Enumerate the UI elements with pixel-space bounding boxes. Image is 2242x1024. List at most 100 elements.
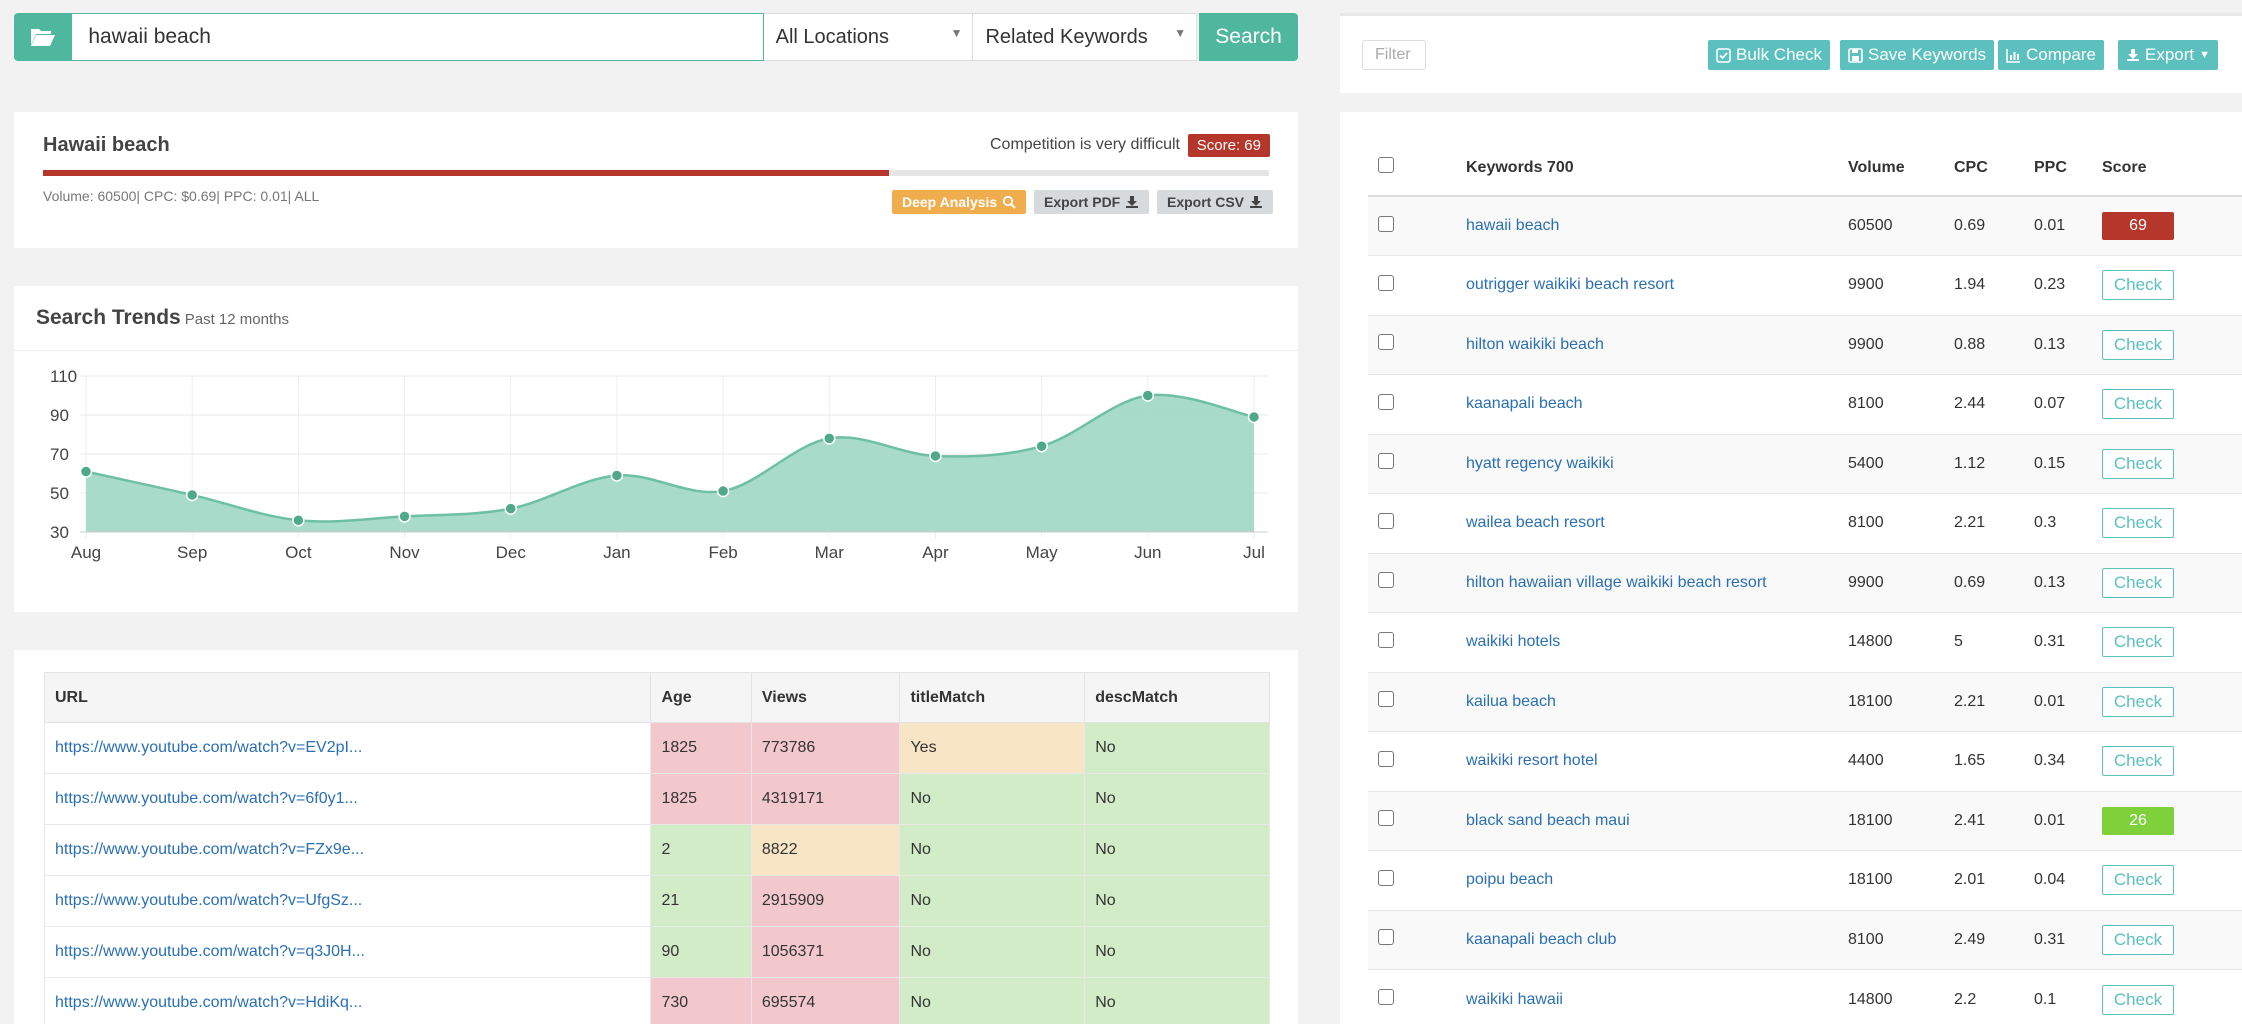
check-button[interactable]: Check xyxy=(2102,865,2174,896)
keyword-cpc: 2.01 xyxy=(1954,850,2034,910)
keyword-link[interactable]: outrigger waikiki beach resort xyxy=(1466,255,1848,315)
keywords-table: Keywords 700 Volume CPC PPC Score hawaii… xyxy=(1368,140,2242,1024)
search-button[interactable]: Search xyxy=(1199,13,1298,61)
check-button[interactable]: Check xyxy=(2102,686,2174,717)
keyword-link[interactable]: hyatt regency waikiki xyxy=(1466,433,1848,494)
keyword-row: waikiki hawaii 14800 2.2 0.1 Check xyxy=(1368,969,2242,1024)
row-checkbox[interactable] xyxy=(1378,750,1394,767)
caret-down-icon: ▼ xyxy=(1174,26,1187,40)
col-ppc[interactable]: PPC xyxy=(2034,140,2102,197)
check-button[interactable]: Check xyxy=(2102,627,2174,658)
folder-open-icon[interactable] xyxy=(14,13,72,61)
result-url-link[interactable]: https://www.youtube.com/watch?v=UfgSz... xyxy=(43,875,652,927)
row-checkbox[interactable] xyxy=(1378,393,1394,410)
keyword-row: hilton hawaiian village waikiki beach re… xyxy=(1368,552,2242,613)
row-select-cell xyxy=(1368,195,1466,256)
bulk-check-button[interactable]: Bulk Check xyxy=(1708,40,1830,70)
download-icon xyxy=(1126,196,1139,208)
row-checkbox[interactable] xyxy=(1378,631,1394,648)
keyword-score-cell: Check xyxy=(2102,255,2242,315)
col-keyword[interactable]: Keywords 700 xyxy=(1466,140,1848,197)
check-button[interactable]: Check xyxy=(2102,924,2174,955)
col-age[interactable]: Age xyxy=(650,672,752,723)
select-all-cell xyxy=(1368,140,1466,197)
x-tick-label: Mar xyxy=(815,543,845,562)
keyword-score-cell: Check xyxy=(2102,731,2242,791)
table-row: https://www.youtube.com/watch?v=FZx9e...… xyxy=(43,824,1270,876)
competition-text: Competition is very difficult xyxy=(990,136,1180,153)
row-checkbox[interactable] xyxy=(1378,869,1394,886)
x-tick-label: Aug xyxy=(71,543,101,562)
col-url[interactable]: URL xyxy=(43,672,652,723)
keyword-volume: 9900 xyxy=(1848,552,1954,613)
result-url-link[interactable]: https://www.youtube.com/watch?v=EV2pI... xyxy=(43,722,652,774)
keyword-link[interactable]: poipu beach xyxy=(1466,850,1848,910)
keyword-ppc: 0.31 xyxy=(2034,612,2102,672)
check-button[interactable]: Check xyxy=(2102,329,2174,360)
row-checkbox[interactable] xyxy=(1378,274,1394,291)
row-checkbox[interactable] xyxy=(1378,215,1394,232)
compare-button[interactable]: Compare xyxy=(1998,40,2104,70)
result-desc-match: No xyxy=(1084,722,1270,774)
col-score[interactable]: Score xyxy=(2102,140,2242,197)
deep-analysis-button[interactable]: Deep Analysis xyxy=(892,190,1027,214)
export-csv-button[interactable]: Export CSV xyxy=(1157,190,1274,214)
row-checkbox[interactable] xyxy=(1378,810,1394,827)
keyword-cpc: 0.69 xyxy=(1954,552,2034,613)
keyword-link[interactable]: hilton hawaiian village waikiki beach re… xyxy=(1466,552,1848,613)
keyword-link[interactable]: waikiki resort hotel xyxy=(1466,731,1848,791)
keyword-link[interactable]: kailua beach xyxy=(1466,671,1848,732)
export-csv-label: Export CSV xyxy=(1167,194,1245,210)
col-volume[interactable]: Volume xyxy=(1848,140,1954,197)
keyword-row: hyatt regency waikiki 5400 1.12 0.15 Check xyxy=(1368,433,2242,494)
mode-select[interactable]: Related Keywords ▼ xyxy=(973,13,1198,61)
check-button[interactable]: Check xyxy=(2102,746,2174,777)
row-checkbox[interactable] xyxy=(1378,572,1394,589)
keyword-link[interactable]: kaanapali beach xyxy=(1466,374,1848,434)
result-url-link[interactable]: https://www.youtube.com/watch?v=FZx9e... xyxy=(43,824,652,876)
col-views[interactable]: Views xyxy=(750,672,901,723)
save-keywords-button[interactable]: Save Keywords xyxy=(1840,40,1995,70)
row-checkbox[interactable] xyxy=(1378,334,1394,351)
keyword-cpc: 0.69 xyxy=(1954,195,2034,256)
row-checkbox[interactable] xyxy=(1378,453,1394,470)
check-button[interactable]: Check xyxy=(2102,389,2174,420)
keyword-link[interactable]: waikiki hawaii xyxy=(1466,969,1848,1024)
check-button[interactable]: Check xyxy=(2102,508,2174,539)
check-button[interactable]: Check xyxy=(2102,448,2174,479)
result-age: 2 xyxy=(650,824,752,876)
row-checkbox[interactable] xyxy=(1378,512,1394,529)
col-cpc[interactable]: CPC xyxy=(1954,140,2034,197)
export-pdf-button[interactable]: Export PDF xyxy=(1034,190,1150,214)
keyword-link[interactable]: hilton waikiki beach xyxy=(1466,314,1848,375)
result-age: 730 xyxy=(650,977,752,1024)
result-url-link[interactable]: https://www.youtube.com/watch?v=HdiKq... xyxy=(43,977,652,1024)
location-select-value: All Locations xyxy=(775,25,890,48)
filter-input[interactable]: Filter xyxy=(1362,40,1426,70)
compare-label: Compare xyxy=(2026,45,2096,64)
result-url-link[interactable]: https://www.youtube.com/watch?v=q3J0H... xyxy=(43,926,652,978)
check-button[interactable]: Check xyxy=(2102,270,2174,301)
row-checkbox[interactable] xyxy=(1378,929,1394,946)
row-checkbox[interactable] xyxy=(1378,691,1394,708)
check-button[interactable]: Check xyxy=(2102,984,2174,1015)
result-age: 1825 xyxy=(650,722,752,774)
result-url-link[interactable]: https://www.youtube.com/watch?v=6f0y1... xyxy=(43,773,652,825)
trends-subtitle: Past 12 months xyxy=(184,311,289,328)
keyword-link[interactable]: kaanapali beach club xyxy=(1466,909,1848,970)
export-button[interactable]: Export ▼ xyxy=(2118,40,2219,70)
col-titlematch[interactable]: titleMatch xyxy=(899,672,1086,723)
col-descmatch[interactable]: descMatch xyxy=(1084,672,1270,723)
keyword-link[interactable]: wailea beach resort xyxy=(1466,493,1848,553)
location-select[interactable]: All Locations ▼ xyxy=(763,13,974,61)
row-checkbox[interactable] xyxy=(1378,989,1394,1005)
x-tick-label: Dec xyxy=(496,543,527,562)
keyword-link[interactable]: black sand beach maui xyxy=(1466,790,1848,851)
keyword-volume: 9900 xyxy=(1848,255,1954,315)
keyword-link[interactable]: waikiki hotels xyxy=(1466,612,1848,672)
check-button[interactable]: Check xyxy=(2102,567,2174,598)
select-all-checkbox[interactable] xyxy=(1378,157,1394,173)
keyword-link[interactable]: hawaii beach xyxy=(1466,195,1848,256)
table-row: https://www.youtube.com/watch?v=q3J0H...… xyxy=(43,926,1270,978)
keyword-input[interactable]: hawaii beach xyxy=(71,13,764,61)
